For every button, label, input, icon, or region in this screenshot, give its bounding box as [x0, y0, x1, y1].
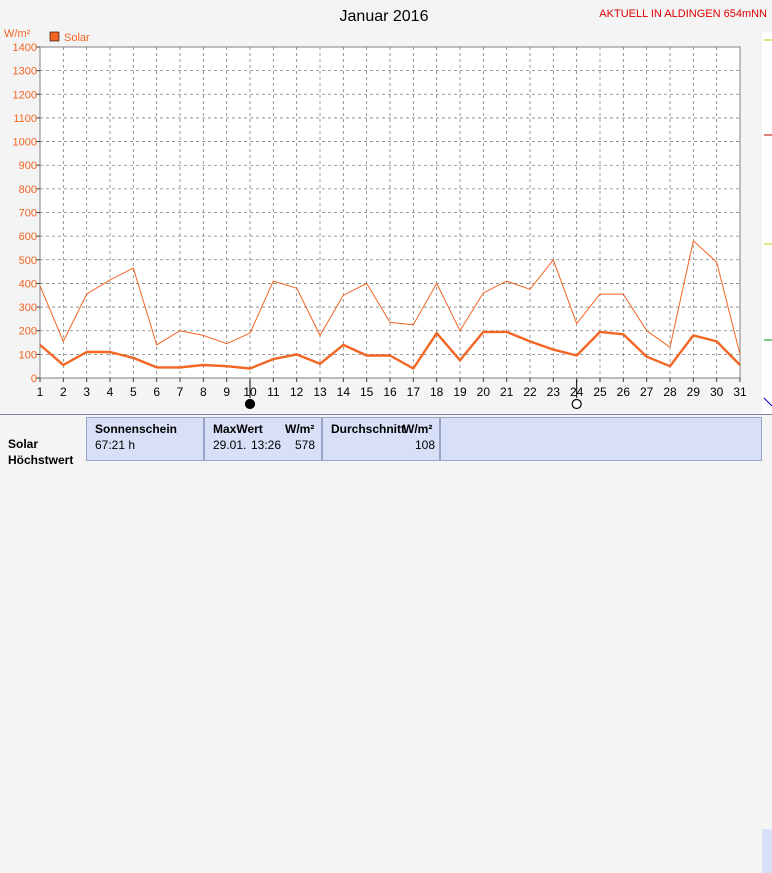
- x-tick-label: 23: [547, 385, 561, 399]
- max-date: 29.01.: [213, 438, 247, 452]
- sunshine-box: Sonnenschein 67:21 h: [86, 417, 204, 461]
- x-tick-label: 16: [383, 385, 397, 399]
- x-tick-label: 2: [60, 385, 67, 399]
- x-tick-label: 12: [290, 385, 304, 399]
- x-tick-label: 9: [223, 385, 230, 399]
- y-tick-label: 500: [19, 255, 37, 267]
- y-tick-label: 1200: [13, 89, 37, 101]
- series-group: [39, 240, 741, 370]
- x-tick-label: 30: [710, 385, 724, 399]
- x-tick-label: 15: [360, 385, 374, 399]
- x-tick-label: 1: [37, 385, 44, 399]
- y-tick-label: 600: [19, 231, 37, 243]
- x-tick-label: 13: [313, 385, 327, 399]
- sunshine-value: 67:21 h: [95, 438, 136, 452]
- x-tick-label: 27: [640, 385, 654, 399]
- info-edge-strip: [762, 829, 772, 873]
- legend-label: Solar: [64, 32, 90, 44]
- x-tick-label: 17: [407, 385, 421, 399]
- y-tick-label: 700: [19, 208, 37, 220]
- x-tick-label: 3: [83, 385, 90, 399]
- x-tick-label: 6: [153, 385, 160, 399]
- x-tick-label: 29: [687, 385, 701, 399]
- x-tick-label: 31: [733, 385, 747, 399]
- x-tick-label: 7: [177, 385, 184, 399]
- station-label: AKTUELL IN ALDINGEN 654mNN: [599, 8, 767, 20]
- y-tick-label: 1100: [13, 113, 37, 125]
- y-tick-label: 100: [19, 349, 37, 361]
- series-line-max: [39, 240, 741, 355]
- new-moon-icon: [244, 398, 256, 410]
- right-edge-strip: [762, 32, 772, 414]
- x-tick-label: 22: [523, 385, 537, 399]
- x-tick-label: 25: [593, 385, 607, 399]
- full-moon-icon: [571, 398, 582, 410]
- avg-value: 108: [415, 438, 436, 452]
- x-tick-label: 26: [617, 385, 631, 399]
- y-tick-label: 0: [31, 373, 37, 385]
- y-tick-label: 300: [19, 302, 37, 314]
- y-tick-label: 800: [19, 184, 37, 196]
- sunshine-label: Sonnenschein: [95, 422, 178, 436]
- x-axis: 1 2 3 4 5 6 7 8 9 10 11 12 13 14 15 16 17 18 19 20 21 22 23 24 2…: [37, 378, 747, 399]
- max-value: 578: [295, 438, 316, 452]
- avg-unit: W/m²: [403, 422, 433, 436]
- x-tick-label: 21: [500, 385, 514, 399]
- x-tick-label: 19: [453, 385, 467, 399]
- avg-label: Durchschnitt: [331, 422, 406, 436]
- x-tick-label: 20: [477, 385, 491, 399]
- info-row-label: Solar: [8, 437, 39, 451]
- info-panel: Solar Höchstwert Sonnenschein 67:21 h Ma…: [0, 414, 772, 873]
- y-axis: 0 100 200 300 400 500 600 700 800 900 1000 1100 1200…: [13, 42, 40, 385]
- series-line-average: [39, 330, 741, 370]
- chart-title: Januar 2016: [340, 8, 429, 25]
- max-unit: W/m²: [285, 422, 315, 436]
- y-tick-label: 1300: [13, 66, 37, 78]
- marker-group: [244, 380, 582, 410]
- legend-swatch: [49, 31, 60, 42]
- chart: Januar 2016 AKTUELL IN ALDINGEN 654mNN W…: [4, 8, 772, 414]
- y-tick-label: 400: [19, 278, 37, 290]
- info-row-label-2: Höchstwert: [8, 453, 74, 467]
- x-tick-label: 11: [267, 385, 280, 399]
- y-tick-label: 1000: [13, 137, 37, 149]
- x-tick-label: 8: [200, 385, 207, 399]
- grid: [40, 47, 740, 378]
- y-tick-label: 1400: [13, 42, 37, 54]
- x-tick-label: 18: [430, 385, 444, 399]
- max-label: MaxWert: [213, 422, 263, 436]
- x-tick-label: 4: [107, 385, 114, 399]
- y-unit-label: W/m²: [4, 28, 31, 40]
- y-tick-label: 200: [19, 326, 37, 338]
- max-box: MaxWert W/m² 29.01. 13:26 578: [204, 417, 322, 461]
- avg-box: Durchschnitt W/m² 108: [322, 417, 440, 461]
- max-time: 13:26: [251, 438, 282, 452]
- x-tick-label: 5: [130, 385, 137, 399]
- edge-mark-blue: [763, 397, 772, 407]
- x-tick-label: 14: [337, 385, 351, 399]
- empty-box: [440, 417, 762, 461]
- y-tick-label: 900: [19, 160, 37, 172]
- x-tick-label: 28: [663, 385, 677, 399]
